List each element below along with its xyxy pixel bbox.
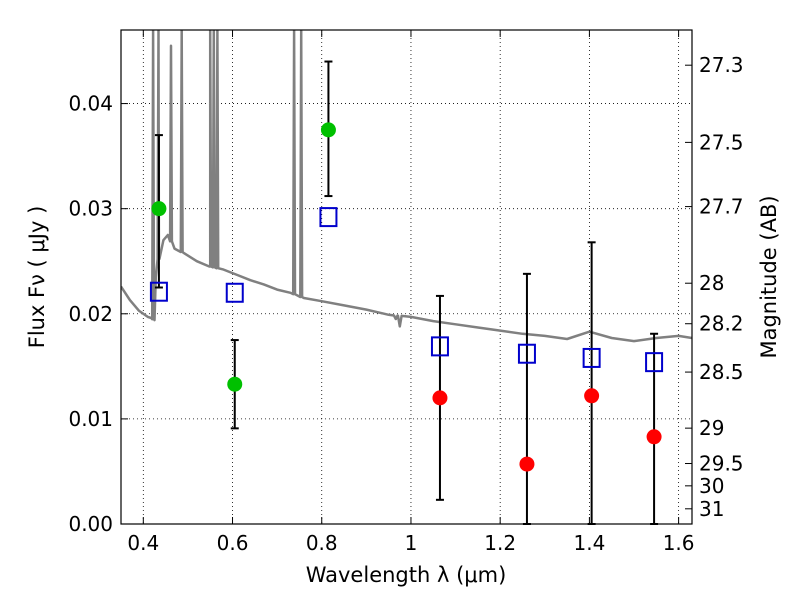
magnitude-tick-label: 27.7 <box>699 195 744 219</box>
data-point <box>151 201 167 217</box>
x-tick-label: 0.4 <box>127 531 159 555</box>
plot-area-frame <box>120 29 693 525</box>
y-tick-label: 0.03 <box>68 197 113 221</box>
model-point <box>517 343 536 364</box>
model-point <box>430 336 449 357</box>
model-point <box>319 207 338 228</box>
magnitude-tick-label: 28.2 <box>699 312 744 336</box>
y-tick-label: 0.01 <box>68 407 113 431</box>
magnitude-tick-label: 27.3 <box>699 53 744 77</box>
magnitude-tick-label: 29.5 <box>699 452 744 476</box>
magnitude-tick-label: 28 <box>699 271 724 295</box>
y-tick-label: 0.00 <box>68 512 113 536</box>
photometry-points <box>149 60 664 525</box>
grid <box>121 30 692 525</box>
x-tick-label: 0.6 <box>217 531 249 555</box>
x-tick-label: 1.4 <box>573 531 605 555</box>
data-point <box>519 456 535 472</box>
y-tick-label: 0.02 <box>68 302 113 326</box>
magnitude-tick-label: 30 <box>699 474 724 498</box>
data-point <box>227 376 243 392</box>
magnitude-axis-title: Magnitude (AB) <box>757 195 781 358</box>
model-spectrum <box>121 30 692 343</box>
x-tick-label: 0.8 <box>306 531 338 555</box>
model-point <box>582 347 601 368</box>
data-point <box>584 388 600 404</box>
spectrum-line <box>121 30 692 343</box>
x-tick-label: 1.2 <box>484 531 516 555</box>
y-axis-title: Flux Fν ( μJy ) <box>25 206 49 349</box>
data-point <box>320 122 336 138</box>
data-point <box>432 390 448 406</box>
x-axis-title: Wavelength λ (μm) <box>306 563 507 587</box>
magnitude-tick-label: 31 <box>699 497 724 521</box>
x-axis: 0.4 0.6 0.8 1 1.2 1.4 1.6 <box>127 30 695 555</box>
x-tick-label: 1.6 <box>663 531 695 555</box>
data-point <box>646 429 662 445</box>
x-tick-label: 1 <box>405 531 418 555</box>
y-axis: 0.00 0.01 0.02 0.03 0.04 <box>68 92 128 536</box>
magnitude-tick-label: 28.5 <box>699 360 744 384</box>
model-point <box>149 281 168 302</box>
model-point <box>645 352 664 373</box>
y-tick-label: 0.04 <box>68 92 113 116</box>
model-point <box>225 282 244 303</box>
magnitude-tick-label: 29 <box>699 416 724 440</box>
magnitude-tick-label: 27.5 <box>699 130 744 154</box>
